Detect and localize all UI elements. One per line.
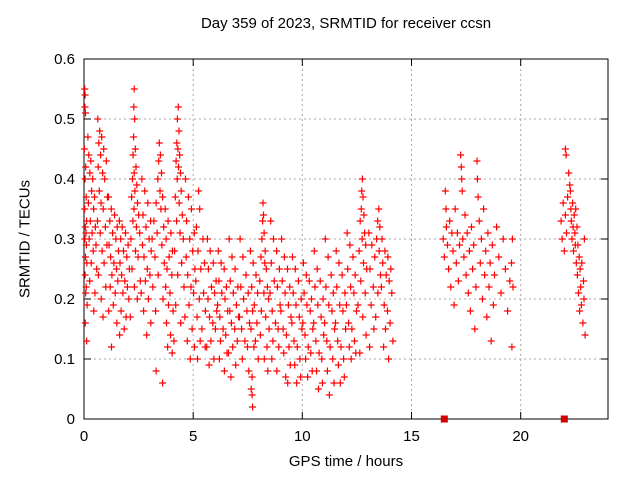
y-tick-label: 0 [67, 411, 75, 428]
x-tick-label: 20 [512, 428, 529, 445]
x-tick-label: 5 [189, 428, 197, 445]
x-tick-label: 0 [80, 428, 88, 445]
square-marker [560, 415, 568, 423]
y-tick-label: 0.6 [54, 51, 75, 68]
x-axis-label: GPS time / hours [288, 453, 404, 470]
y-tick-label: 0.1 [54, 351, 75, 368]
square-marker [440, 415, 448, 423]
flag-square-markers [440, 415, 568, 423]
y-tick-label: 0.5 [54, 111, 75, 128]
chart-title: Day 359 of 2023, SRMTID for receiver ccs… [200, 15, 492, 32]
y-tick-label: 0.2 [54, 291, 75, 308]
plus-markers [80, 85, 589, 411]
x-tick-label: 10 [294, 428, 311, 445]
y-tick-label: 0.4 [54, 171, 75, 188]
tick-labels: 0 5 10 15 20 0 0.1 0.2 0.3 0.4 0.5 0.6 [54, 51, 529, 445]
y-tick-label: 0.3 [54, 231, 75, 248]
x-tick-label: 15 [403, 428, 420, 445]
scatter-points [80, 85, 589, 411]
